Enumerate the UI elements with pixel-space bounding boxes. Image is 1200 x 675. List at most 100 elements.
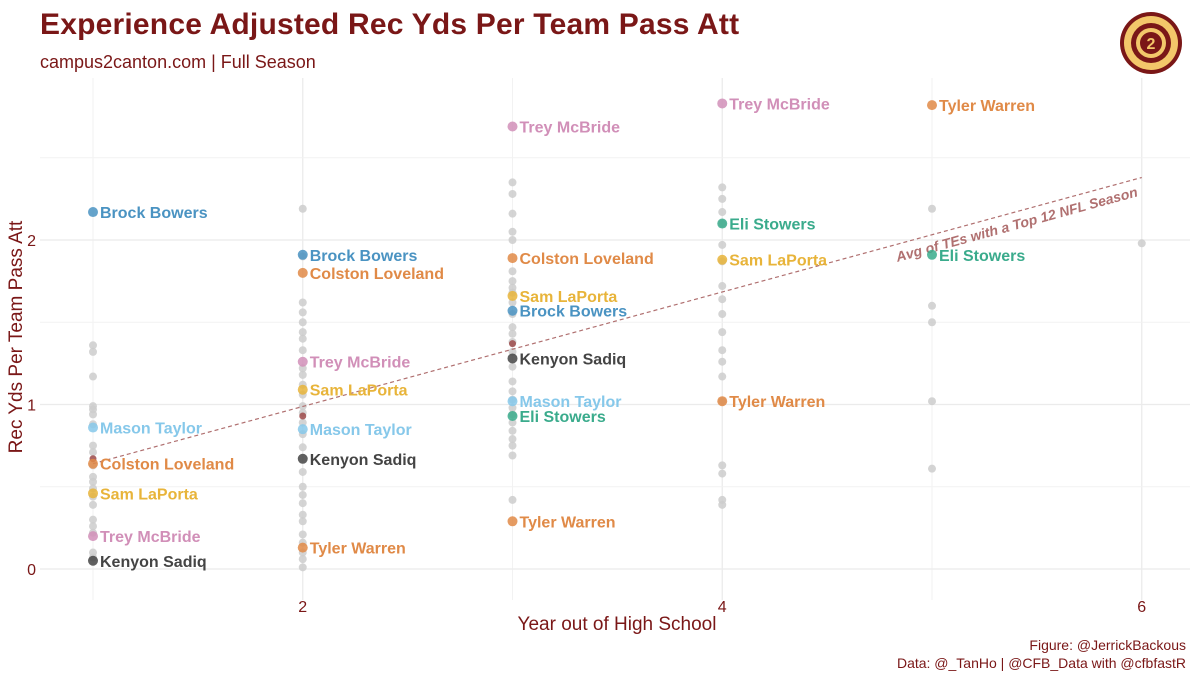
background-point xyxy=(718,328,727,337)
background-point xyxy=(298,334,307,343)
background-point xyxy=(298,308,307,317)
player-point xyxy=(507,305,518,316)
background-point xyxy=(298,204,307,213)
background-point xyxy=(928,464,936,473)
background-point xyxy=(298,499,307,508)
player-label: Eli Stowers xyxy=(729,217,815,234)
background-point xyxy=(508,495,517,504)
player-label: Kenyon Sadiq xyxy=(100,554,207,571)
axes: 2 4 6 0 1 2 xyxy=(27,233,1146,616)
background-point xyxy=(718,461,727,470)
player-point xyxy=(507,396,518,407)
player-label: Trey McBride xyxy=(729,96,830,113)
player-label: Mason Taylor xyxy=(310,422,412,439)
player-label: Colston Loveland xyxy=(100,457,234,474)
background-point xyxy=(89,372,97,381)
grid-lines xyxy=(40,78,1190,600)
background-point xyxy=(298,517,307,526)
background-point xyxy=(298,443,307,452)
background-point xyxy=(718,372,727,381)
background-point xyxy=(298,490,307,499)
background-point xyxy=(298,346,307,355)
background-point xyxy=(298,318,307,327)
background-point xyxy=(89,515,97,524)
player-point xyxy=(297,542,308,553)
player-point xyxy=(717,254,728,265)
background-point xyxy=(718,240,727,249)
player-point xyxy=(88,422,98,433)
player-label: Brock Bowers xyxy=(100,205,208,222)
x-axis-title: Year out of High School xyxy=(518,614,717,635)
background-point xyxy=(508,329,517,338)
player-point xyxy=(507,411,518,422)
background-point xyxy=(508,387,517,396)
player-point xyxy=(507,121,518,132)
player-point xyxy=(88,555,98,566)
player-label: Eli Stowers xyxy=(939,248,1025,265)
background-point xyxy=(508,209,517,218)
player-point xyxy=(927,100,937,111)
player-label: Brock Bowers xyxy=(310,248,418,265)
player-label: Mason Taylor xyxy=(100,421,202,438)
background-point xyxy=(89,410,97,419)
average-point xyxy=(299,412,307,420)
y-tick-label: 1 xyxy=(27,398,36,415)
player-point xyxy=(297,384,308,395)
background-point xyxy=(89,500,97,509)
background-point xyxy=(718,346,727,355)
player-point xyxy=(297,267,308,278)
background-point xyxy=(718,469,727,478)
background-point xyxy=(718,310,727,319)
x-tick-label: 6 xyxy=(1137,599,1146,616)
background-point xyxy=(89,477,97,486)
chart-title: Experience Adjusted Rec Yds Per Team Pas… xyxy=(40,8,740,41)
player-label: Brock Bowers xyxy=(520,304,628,321)
background-point xyxy=(89,341,97,350)
player-label: Kenyon Sadiq xyxy=(520,351,627,368)
player-label: Tyler Warren xyxy=(939,98,1035,115)
background-point xyxy=(508,236,517,244)
player-label: Sam LaPorta xyxy=(520,289,618,306)
y-axis-title: Rec Yds Per Team Pass Att xyxy=(6,220,27,453)
x-tick-label: 4 xyxy=(718,599,727,616)
background-point xyxy=(508,451,517,460)
background-point xyxy=(508,441,517,450)
player-point xyxy=(507,253,518,264)
player-label: Trey McBride xyxy=(520,119,621,136)
player-label: Colston Loveland xyxy=(520,251,654,268)
background-point xyxy=(508,189,517,198)
campus2canton-logo-icon: 2 xyxy=(1120,12,1182,74)
background-point xyxy=(928,204,936,213)
player-label: Sam LaPorta xyxy=(310,383,408,400)
background-point xyxy=(718,194,727,203)
background-point xyxy=(508,178,517,187)
data-credit: Data: @_TanHo | @CFB_Data with @cfbfastR xyxy=(896,655,1186,671)
background-point xyxy=(89,347,97,356)
background-point xyxy=(298,555,307,564)
background-point xyxy=(298,370,307,379)
player-label: Tyler Warren xyxy=(729,394,825,411)
player-point xyxy=(88,207,98,218)
background-point xyxy=(508,377,517,386)
player-label: Colston Loveland xyxy=(310,266,444,283)
player-point xyxy=(297,249,308,260)
background-point xyxy=(508,435,517,444)
background-point xyxy=(928,318,936,327)
player-label: Tyler Warren xyxy=(310,541,406,558)
trend-line xyxy=(92,176,1142,465)
background-point xyxy=(508,267,517,276)
background-point xyxy=(89,448,97,457)
player-point xyxy=(507,353,518,364)
player-point xyxy=(88,488,98,499)
background-point xyxy=(298,530,307,539)
player-point xyxy=(507,516,518,527)
player-label: Tyler Warren xyxy=(520,514,616,531)
player-label: Trey McBride xyxy=(310,355,411,372)
player-points xyxy=(88,98,937,566)
figure-credit: Figure: @JerrickBackous xyxy=(1029,637,1186,653)
player-point xyxy=(88,531,98,542)
background-point xyxy=(298,510,307,519)
background-point xyxy=(89,522,97,531)
background-point xyxy=(718,500,727,509)
